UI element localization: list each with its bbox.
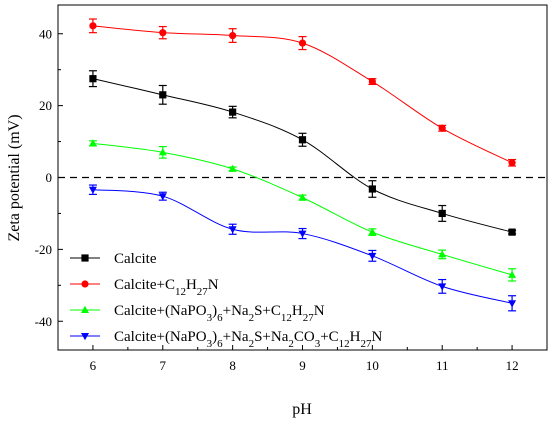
data-point xyxy=(158,193,167,201)
legend-label: Calcite+(NaPO3)6+Na2S+Na2CO3+C12H27N xyxy=(114,329,383,350)
legend-item: Calcite+(NaPO3)6+Na2S+Na2CO3+C12H27N xyxy=(70,329,383,350)
series-2 xyxy=(88,18,517,167)
x-tick-label: 11 xyxy=(436,358,449,373)
data-point xyxy=(368,185,376,193)
data-point xyxy=(88,186,97,194)
data-point xyxy=(368,227,377,236)
data-point xyxy=(229,31,237,40)
y-tick-label: 40 xyxy=(39,26,52,41)
legend-label: Calcite+(NaPO3)6+Na2S+C12H27N xyxy=(114,303,325,324)
y-tick-label: 0 xyxy=(46,170,53,185)
data-point xyxy=(508,228,516,236)
data-point xyxy=(158,148,167,156)
y-axis-ticks: -40 -20 0 20 40 xyxy=(35,26,63,329)
series-layer xyxy=(88,18,517,312)
legend-label: Calcite xyxy=(114,251,157,267)
data-point xyxy=(438,250,447,258)
data-point xyxy=(228,226,237,234)
data-point xyxy=(159,91,167,99)
legend-marker xyxy=(81,280,89,288)
data-point xyxy=(298,193,307,201)
data-point xyxy=(298,230,307,238)
y-axis-label: Zeta potential (mV) xyxy=(6,114,23,241)
x-axis-ticks: 6 7 8 9 10 11 12 xyxy=(90,345,519,373)
series-1 xyxy=(88,70,517,236)
series-3 xyxy=(88,139,517,282)
y-tick-label: 20 xyxy=(39,98,52,113)
y-tick-label: -20 xyxy=(35,242,52,257)
data-point xyxy=(228,164,237,172)
x-tick-label: 6 xyxy=(90,358,97,373)
data-point xyxy=(89,22,97,30)
data-point xyxy=(368,77,376,86)
data-point xyxy=(508,300,517,308)
legend-item: Calcite xyxy=(70,251,157,267)
data-point xyxy=(298,39,307,47)
x-tick-label: 7 xyxy=(160,358,167,373)
data-point xyxy=(159,29,167,37)
legend-label: Calcite+C12H27N xyxy=(114,277,219,298)
x-tick-label: 8 xyxy=(229,358,236,373)
x-tick-label: 10 xyxy=(366,358,379,373)
legend-marker xyxy=(81,333,89,341)
data-point xyxy=(298,136,307,144)
legend: Calcite Calcite+C12H27N Calcite+(NaPO3)6+N… xyxy=(70,251,383,350)
series-4 xyxy=(88,184,517,312)
data-point xyxy=(438,209,446,218)
data-point xyxy=(508,270,517,278)
x-tick-label: 12 xyxy=(506,358,519,373)
legend-marker xyxy=(81,305,89,313)
legend-item: Calcite+C12H27N xyxy=(70,277,219,298)
data-point xyxy=(88,139,97,147)
data-point xyxy=(368,252,377,261)
data-point xyxy=(229,108,237,116)
data-point xyxy=(438,124,446,132)
data-point xyxy=(508,159,516,167)
legend-marker xyxy=(81,254,89,262)
data-point xyxy=(89,75,97,83)
y-tick-label: -40 xyxy=(35,314,52,329)
series-line xyxy=(92,78,513,233)
legend-item: Calcite+(NaPO3)6+Na2S+C12H27N xyxy=(70,303,325,324)
data-point xyxy=(438,283,447,291)
x-axis-label: pH xyxy=(292,401,312,418)
x-tick-label: 9 xyxy=(299,358,306,373)
